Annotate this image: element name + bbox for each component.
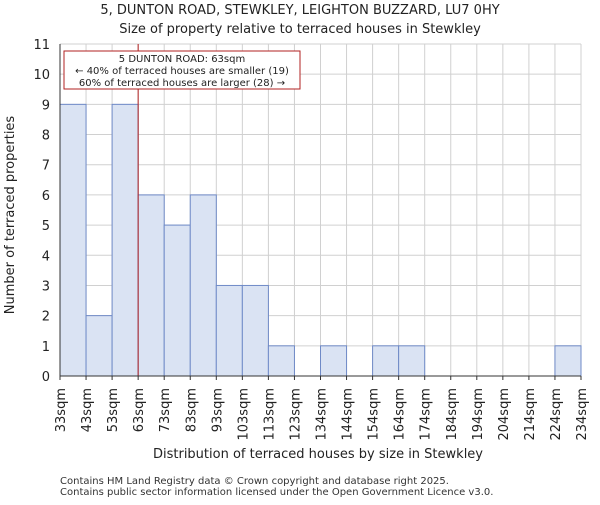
bar (111, 103, 139, 377)
x-tick-label: 214sqm (523, 388, 538, 441)
x-tick-label: 123sqm (288, 388, 303, 441)
x-tick-label: 63sqm (132, 388, 147, 432)
x-tick-label: 93sqm (210, 388, 225, 432)
y-tick-label: 5 (42, 219, 50, 234)
y-tick-label: 6 (42, 189, 50, 204)
x-tick-label: 154sqm (367, 388, 382, 441)
y-axis-label: Number of terraced properties (3, 116, 18, 315)
x-tick-label: 73sqm (158, 388, 173, 432)
x-tick-label: 164sqm (393, 388, 408, 441)
y-tick-label: 10 (33, 68, 50, 83)
x-tick-label: 83sqm (184, 388, 199, 432)
y-tick-labels: 0 1 2 3 4 5 6 7 8 9 10 11 (33, 38, 50, 385)
x-tick-label: 43sqm (80, 388, 95, 432)
y-tick-label: 1 (42, 340, 50, 355)
x-tick-label: 33sqm (54, 388, 69, 432)
bar (267, 345, 295, 377)
bar (398, 345, 426, 377)
bar (554, 345, 582, 377)
x-tick-label: 174sqm (419, 388, 434, 441)
y-tick-label: 8 (42, 129, 50, 144)
bar (189, 194, 217, 377)
x-tick-label: 204sqm (497, 388, 512, 441)
bar-layer (59, 103, 582, 377)
x-axis-label: Distribution of terraced houses by size … (153, 447, 483, 462)
bar (241, 284, 269, 377)
x-tick-label: 134sqm (315, 388, 330, 441)
annotation-box: 5 DUNTON ROAD: 63sqm ← 40% of terraced h… (63, 50, 301, 90)
bar (320, 345, 348, 377)
x-tick-label: 224sqm (549, 388, 564, 441)
bar (163, 224, 191, 377)
y-tick-label: 2 (42, 310, 50, 325)
chart-subtitle: Size of property relative to terraced ho… (119, 22, 481, 37)
y-tick-label: 9 (42, 98, 50, 113)
x-tick-label: 103sqm (236, 388, 251, 441)
axis-layer (59, 44, 582, 380)
y-tick-label: 11 (33, 38, 50, 53)
bar (137, 194, 165, 377)
chart-title: 5, DUNTON ROAD, STEWKLEY, LEIGHTON BUZZA… (100, 3, 499, 18)
x-tick-label: 194sqm (471, 388, 486, 441)
footer-line-1: Contains HM Land Registry data © Crown c… (60, 476, 449, 487)
x-tick-label: 234sqm (575, 388, 590, 441)
annotation-line-2: ← 40% of terraced houses are smaller (19… (75, 66, 289, 77)
y-tick-label: 3 (42, 279, 50, 294)
x-tick-labels: 33sqm 43sqm 53sqm 63sqm 73sqm 83sqm 93sqm 103sq… (54, 388, 590, 441)
bar (59, 103, 87, 377)
annotation-line-1: 5 DUNTON ROAD: 63sqm (119, 54, 245, 65)
annotation-frame (63, 50, 301, 90)
footer-line-2: Contains public sector information licen… (60, 487, 493, 498)
x-tick-label: 184sqm (445, 388, 460, 441)
y-tick-label: 7 (42, 159, 50, 174)
y-tick-label: 0 (42, 370, 50, 385)
bar (372, 345, 400, 377)
y-tick-label: 4 (42, 249, 50, 264)
x-tick-label: 113sqm (262, 388, 277, 441)
x-tick-label: 144sqm (341, 388, 356, 441)
x-tick-label: 53sqm (106, 388, 121, 432)
bar (215, 284, 243, 377)
bar (85, 315, 113, 377)
annotation-line-3: 60% of terraced houses are larger (28) → (79, 78, 285, 89)
